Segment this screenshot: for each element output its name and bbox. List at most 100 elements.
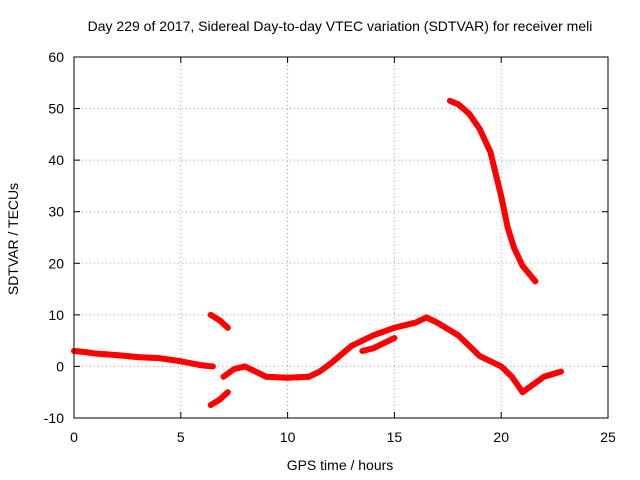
data-point-marker <box>311 371 318 378</box>
data-point-marker <box>362 336 369 343</box>
data-point-marker <box>494 178 501 185</box>
data-point-marker <box>487 149 494 156</box>
data-point-marker <box>492 360 499 367</box>
data-point-marker <box>359 337 366 344</box>
data-point-marker <box>406 321 413 328</box>
data-point-marker <box>257 371 264 378</box>
data-point-marker <box>370 345 377 352</box>
y-tick-label: 10 <box>48 307 64 323</box>
data-point-marker <box>224 324 231 331</box>
data-point-marker <box>209 363 216 370</box>
data-point-marker <box>495 362 502 369</box>
data-point-marker <box>380 328 387 335</box>
data-point-marker <box>449 99 456 106</box>
data-point-marker <box>504 224 511 231</box>
data-point-marker <box>244 364 251 371</box>
data-point-marker <box>549 371 556 378</box>
data-point-marker <box>488 155 495 162</box>
y-tick-label: 40 <box>48 152 64 168</box>
data-point-marker <box>260 372 267 379</box>
data-point-marker <box>488 152 495 159</box>
data-point-marker <box>367 333 374 340</box>
data-point-marker <box>496 187 503 194</box>
data-point-marker <box>236 364 243 371</box>
data-point-marker <box>364 335 371 342</box>
y-tick-label: -10 <box>44 410 64 426</box>
y-tick-label: 50 <box>48 101 64 117</box>
data-point-marker <box>354 340 361 347</box>
data-point-marker <box>506 230 513 237</box>
data-point-marker <box>532 278 539 285</box>
data-point-marker <box>224 389 231 396</box>
data-point-marker <box>351 341 358 348</box>
data-point-marker <box>509 238 516 245</box>
data-point-marker <box>558 368 565 375</box>
data-point-marker <box>241 363 248 370</box>
data-point-marker <box>487 358 494 365</box>
axes: 0 5 10 15 20 25 -10 0 10 20 30 40 50 60 <box>44 49 616 445</box>
data-point-marker <box>491 166 498 173</box>
x-tick-label: 25 <box>600 429 616 445</box>
data-point-marker <box>418 317 425 324</box>
data-point-marker <box>383 327 390 334</box>
data-point-marker <box>239 364 246 371</box>
data-point-marker <box>367 346 374 353</box>
series-segment-6.5-7.2-upper <box>207 311 231 331</box>
data-point-marker <box>388 336 395 343</box>
data-point-marker <box>356 338 363 345</box>
data-point-marker <box>496 184 503 191</box>
data-point-marker <box>510 241 517 248</box>
data-point-marker <box>540 373 547 380</box>
data-point-marker <box>252 368 259 375</box>
x-tick-label: 10 <box>280 429 296 445</box>
y-tick-label: 20 <box>48 255 64 271</box>
data-point-marker <box>391 324 398 331</box>
data-point-marker <box>546 372 553 379</box>
data-point-marker <box>359 347 366 354</box>
x-tick-label: 15 <box>387 429 403 445</box>
data-point-marker <box>492 169 499 176</box>
plot-frame <box>73 56 609 419</box>
data-point-marker <box>249 367 256 374</box>
data-point-marker <box>255 369 262 376</box>
series-main-2 <box>220 314 565 396</box>
data-point-marker <box>490 161 497 168</box>
data-point-marker <box>552 370 559 377</box>
data-point-marker <box>415 318 422 325</box>
data-point-marker <box>505 227 512 234</box>
data-point-marker <box>493 172 500 179</box>
data-point-marker <box>378 341 385 348</box>
y-tick-label: 0 <box>56 358 64 374</box>
data-point-marker <box>491 164 498 171</box>
data-point-marker <box>233 365 240 372</box>
data-point-marker <box>490 359 497 366</box>
data-point-marker <box>348 342 355 349</box>
chart-title: Day 229 of 2017, Sidereal Day-to-day VTE… <box>88 18 593 34</box>
series-upper-branch <box>446 97 539 285</box>
data-point-marker <box>543 372 550 379</box>
data-point-marker <box>364 346 371 353</box>
data-point-marker <box>362 347 369 354</box>
data-point-marker <box>508 235 515 242</box>
data-point-marker <box>476 353 483 360</box>
y-tick-label: 60 <box>48 49 64 65</box>
x-tick-label: 0 <box>70 429 78 445</box>
y-axis-label: SDTVAR / TECUs <box>5 183 21 295</box>
data-point-marker <box>479 354 486 361</box>
data-point-marker <box>484 356 491 363</box>
data-point-marker <box>313 369 320 376</box>
data-point-marker <box>555 369 562 376</box>
data-point-marker <box>305 373 312 380</box>
x-tick-label: 5 <box>177 429 185 445</box>
data-point-marker <box>400 322 407 329</box>
grid-lines <box>74 57 608 418</box>
data-point-marker <box>412 319 419 326</box>
data-point-marker <box>495 181 502 188</box>
data-point-marker <box>308 372 315 379</box>
data-point-marker <box>482 355 489 362</box>
data-point-marker <box>420 315 427 322</box>
data-point-marker <box>391 335 398 342</box>
data-series <box>71 97 565 409</box>
data-point-marker <box>426 315 433 322</box>
data-point-marker <box>394 324 401 331</box>
